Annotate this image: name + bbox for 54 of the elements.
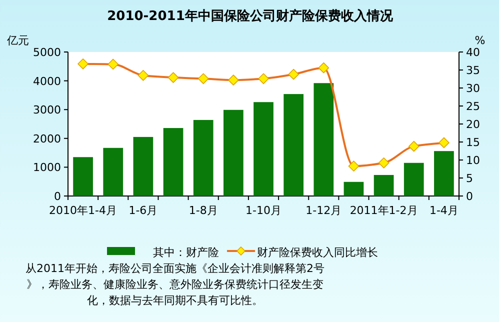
point bbox=[258, 73, 269, 84]
y2-tick-label: 20 bbox=[466, 118, 480, 131]
y2-axis-title: % bbox=[474, 34, 486, 47]
x-tick-label: 2011年1-2月 bbox=[350, 204, 418, 217]
text: 从2011年开始，寿险公司全面实施《企业会计准则解释第2号》，寿险业务、健康险业务、意外险业务保费统计口径发生变化，数据与去年同期不具有可比性。 bbox=[26, 262, 324, 307]
point bbox=[108, 58, 119, 70]
y-tick-label: 4000 bbox=[33, 74, 61, 88]
y2-tick-label: 0 bbox=[466, 190, 473, 203]
bar bbox=[404, 162, 424, 196]
bar bbox=[374, 174, 394, 196]
point bbox=[408, 140, 420, 152]
point bbox=[318, 62, 330, 74]
x-tick-label: 1-10月 bbox=[246, 204, 282, 217]
point bbox=[288, 68, 299, 80]
y2-tick-label: 25 bbox=[466, 100, 480, 113]
bar bbox=[103, 148, 124, 196]
x-tick-label: 1-8月 bbox=[188, 204, 218, 217]
x-tick-label: 1-12月 bbox=[306, 204, 342, 217]
y2-tick-label: 5 bbox=[466, 172, 473, 185]
point bbox=[228, 74, 239, 86]
point bbox=[198, 73, 209, 84]
y-tick-label: 2000 bbox=[33, 132, 61, 146]
bar bbox=[434, 151, 454, 196]
chart-title: 2010-2011年中国保险公司财产险保费收入情况 bbox=[107, 8, 394, 24]
legend-label: 财产险保费收入同比增长 bbox=[257, 246, 378, 259]
y-tick-label: 0 bbox=[54, 190, 61, 203]
bar bbox=[193, 120, 214, 196]
point bbox=[78, 58, 88, 70]
y2-tick-label: 30 bbox=[466, 82, 480, 95]
y2-tick-label: 40 bbox=[466, 46, 480, 59]
bar bbox=[344, 182, 364, 196]
y2-tick-label: 10 bbox=[466, 154, 480, 167]
bar bbox=[224, 110, 244, 196]
point bbox=[168, 72, 179, 83]
legend-label: 其中：财产险 bbox=[153, 246, 219, 259]
y-tick-label: 3000 bbox=[33, 104, 61, 117]
point bbox=[348, 160, 360, 172]
y-axis-title: 亿元 bbox=[6, 34, 29, 47]
bar bbox=[73, 157, 93, 196]
x-tick-label: 2010年1-4月 bbox=[49, 204, 118, 217]
x-tick-label: 1-6月 bbox=[128, 204, 158, 217]
y2-tick-label: 35 bbox=[466, 64, 480, 77]
point bbox=[138, 70, 149, 81]
point bbox=[378, 157, 390, 168]
y-tick-label: 1000 bbox=[33, 161, 61, 174]
x-tick-label: 1-4月 bbox=[429, 204, 458, 217]
bar bbox=[254, 102, 274, 196]
point bbox=[438, 137, 450, 148]
y-tick-label: 5000 bbox=[33, 46, 61, 59]
bar bbox=[284, 94, 304, 196]
y2-tick-label: 15 bbox=[466, 136, 480, 149]
bar bbox=[163, 128, 184, 196]
bar bbox=[314, 83, 334, 196]
bar bbox=[133, 136, 154, 196]
